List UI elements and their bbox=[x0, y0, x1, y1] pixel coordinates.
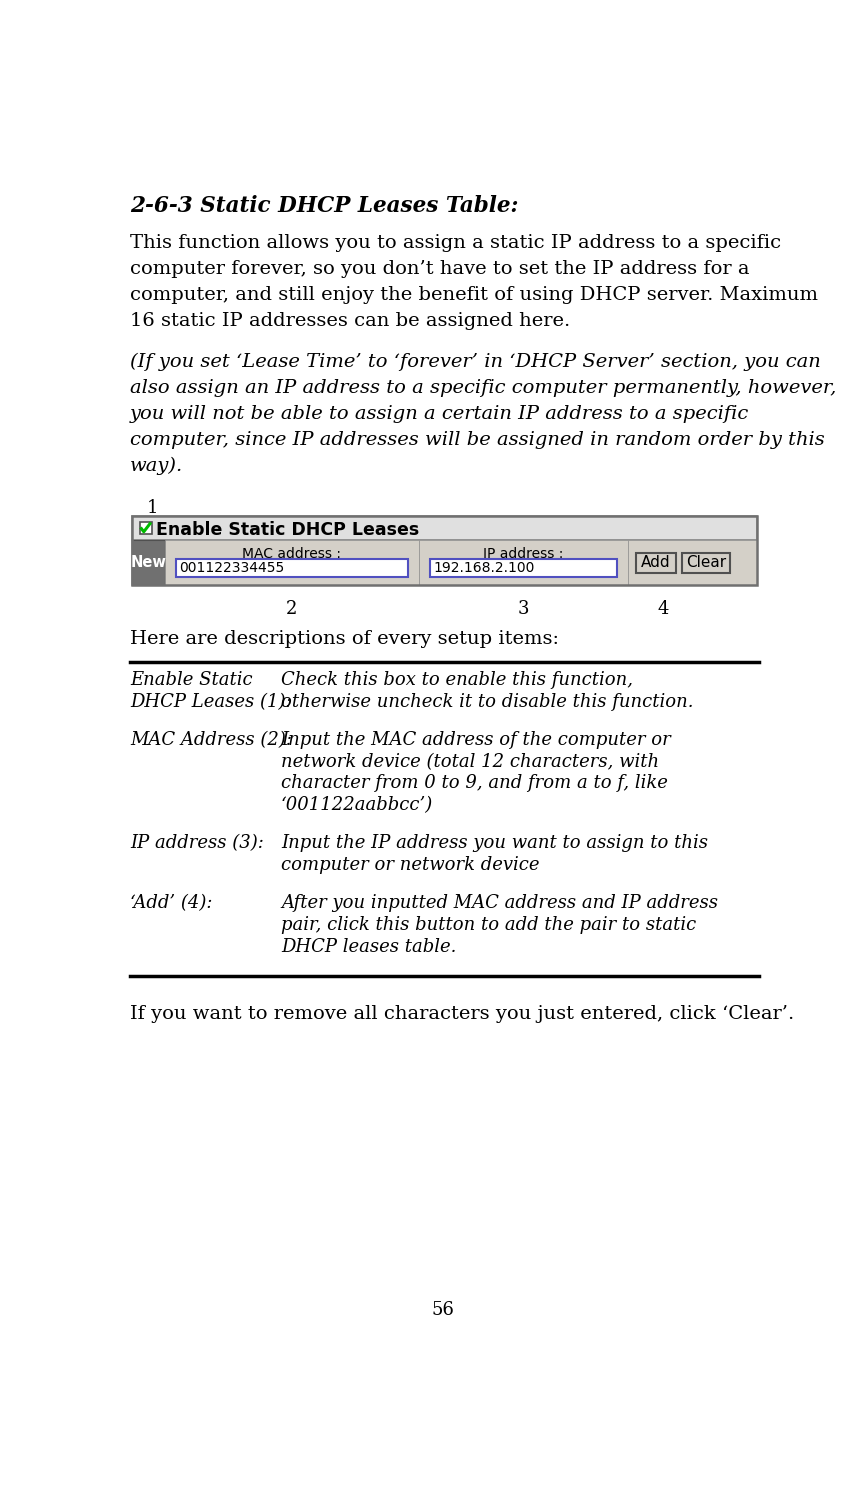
Text: 2-6-3 Static DHCP Leases Table:: 2-6-3 Static DHCP Leases Table: bbox=[130, 195, 518, 217]
Bar bbox=[419, 541, 628, 585]
Bar bbox=[164, 541, 419, 585]
Text: Input the IP address you want to assign to this: Input the IP address you want to assign … bbox=[281, 834, 708, 853]
Text: Check this box to enable this function,: Check this box to enable this function, bbox=[281, 672, 633, 690]
Text: 2: 2 bbox=[286, 600, 298, 618]
Text: If you want to remove all characters you just entered, click ‘Clear’.: If you want to remove all characters you… bbox=[130, 1006, 794, 1024]
Bar bbox=[682, 553, 730, 572]
Text: you will not be able to assign a certain IP address to a specific: you will not be able to assign a certain… bbox=[130, 404, 749, 422]
Text: 001122334455: 001122334455 bbox=[179, 562, 285, 575]
Text: 1: 1 bbox=[147, 499, 158, 517]
Text: Clear: Clear bbox=[686, 556, 727, 571]
Bar bbox=[430, 559, 618, 577]
Text: way).: way). bbox=[130, 458, 183, 476]
Text: IP address :: IP address : bbox=[484, 547, 564, 562]
Bar bbox=[628, 541, 757, 585]
Text: 56: 56 bbox=[432, 1300, 455, 1320]
Text: New: New bbox=[131, 556, 166, 571]
Text: 3: 3 bbox=[518, 600, 529, 618]
Text: Input the MAC address of the computer or: Input the MAC address of the computer or bbox=[281, 731, 670, 749]
Bar bbox=[132, 541, 757, 585]
Text: After you inputted MAC address and IP address: After you inputted MAC address and IP ad… bbox=[281, 895, 718, 912]
Text: computer forever, so you don’t have to set the IP address for a: computer forever, so you don’t have to s… bbox=[130, 260, 749, 278]
Text: also assign an IP address to a specific computer permanently, however,: also assign an IP address to a specific … bbox=[130, 379, 836, 397]
Text: character from 0 to 9, and from a to f, like: character from 0 to 9, and from a to f, … bbox=[281, 774, 668, 792]
Bar bbox=[140, 522, 151, 533]
Text: Enable Static DHCP Leases: Enable Static DHCP Leases bbox=[157, 522, 420, 539]
Text: MAC address :: MAC address : bbox=[242, 547, 342, 562]
Bar bbox=[176, 559, 408, 577]
Bar bbox=[132, 541, 164, 585]
Text: 192.168.2.100: 192.168.2.100 bbox=[433, 562, 535, 575]
Text: ‘Add’ (4):: ‘Add’ (4): bbox=[130, 895, 212, 912]
Text: IP address (3):: IP address (3): bbox=[130, 834, 264, 853]
Text: computer, since IP addresses will be assigned in random order by this: computer, since IP addresses will be ass… bbox=[130, 431, 824, 449]
Text: MAC Address (2):: MAC Address (2): bbox=[130, 731, 292, 749]
Text: DHCP leases table.: DHCP leases table. bbox=[281, 938, 457, 955]
Text: ‘001122aabbcc’): ‘001122aabbcc’) bbox=[281, 796, 433, 814]
Text: computer, and still enjoy the benefit of using DHCP server. Maximum: computer, and still enjoy the benefit of… bbox=[130, 287, 817, 305]
Text: 16 static IP addresses can be assigned here.: 16 static IP addresses can be assigned h… bbox=[130, 312, 570, 330]
Bar bbox=[132, 516, 757, 541]
Text: Enable Static: Enable Static bbox=[130, 672, 253, 690]
Text: (If you set ‘Lease Time’ to ‘forever’ in ‘DHCP Server’ section, you can: (If you set ‘Lease Time’ to ‘forever’ in… bbox=[130, 352, 821, 370]
Text: pair, click this button to add the pair to static: pair, click this button to add the pair … bbox=[281, 915, 696, 935]
Bar bbox=[132, 516, 757, 585]
Bar bbox=[636, 553, 676, 572]
Text: otherwise uncheck it to disable this function.: otherwise uncheck it to disable this fun… bbox=[281, 692, 694, 710]
Text: This function allows you to assign a static IP address to a specific: This function allows you to assign a sta… bbox=[130, 233, 781, 251]
Text: DHCP Leases (1):: DHCP Leases (1): bbox=[130, 692, 292, 710]
Text: network device (total 12 characters, with: network device (total 12 characters, wit… bbox=[281, 753, 659, 771]
Text: computer or network device: computer or network device bbox=[281, 856, 540, 874]
Text: 4: 4 bbox=[657, 600, 669, 618]
Text: Add: Add bbox=[641, 556, 671, 571]
Text: Here are descriptions of every setup items:: Here are descriptions of every setup ite… bbox=[130, 630, 559, 648]
